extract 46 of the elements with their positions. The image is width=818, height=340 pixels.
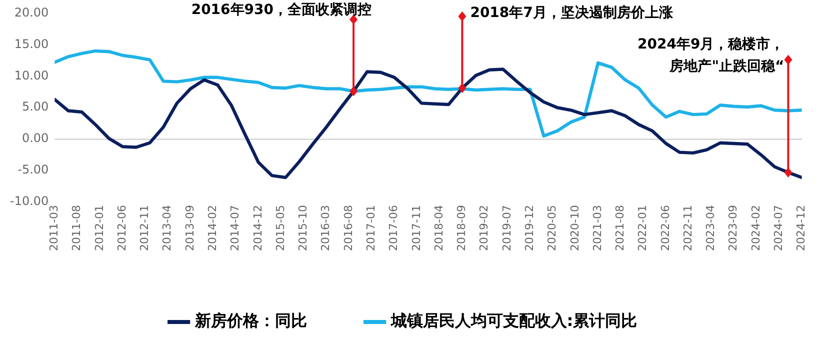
x-tick-label: 2011-03 — [48, 205, 61, 252]
x-tick-label: 2024-02 — [749, 205, 762, 252]
x-tick-label: 2014-07 — [228, 205, 242, 252]
y-tick-label: 0.00 — [22, 131, 49, 146]
x-tick-label: 2014-12 — [251, 205, 264, 252]
y-tick-label: 5.00 — [22, 100, 49, 114]
x-tick-label: 2013-09 — [183, 205, 196, 252]
x-tick-label: 2022-11 — [681, 205, 694, 252]
x-tick-label: 2023-09 — [726, 205, 740, 252]
y-tick-label: -10.00 — [10, 194, 49, 208]
x-tick-label: 2017-01 — [364, 205, 378, 252]
x-tick-label: 2016-03 — [319, 205, 332, 252]
x-tick-label: 2023-04 — [704, 205, 718, 252]
x-tick-label: 2019-02 — [478, 205, 491, 252]
y-tick-label: -5.00 — [18, 162, 49, 177]
x-tick-label: 2018-09 — [455, 205, 468, 252]
x-tick-label: 2012-01 — [92, 205, 106, 252]
x-tick-label: 2019-12 — [522, 205, 536, 252]
annotation: 2018年7月，坚决遏制房价上涨 — [470, 4, 674, 21]
y-tick-label: 10.00 — [14, 68, 49, 82]
legend-label: 城镇居民人均可支配收入:累计同比 — [390, 311, 638, 330]
x-tick-label: 2018-04 — [432, 205, 446, 252]
annotation: 2016年930，全面收紧调控 — [191, 2, 372, 18]
x-tick-label: 2012-11 — [138, 205, 152, 252]
x-tick-label: 2024-12 — [794, 205, 808, 252]
y-tick-label: 15.00 — [14, 36, 49, 51]
x-tick-label: 2024-07 — [772, 205, 786, 252]
x-tick-label: 2017-06 — [387, 205, 400, 252]
x-tick-label: 2013-04 — [160, 205, 174, 252]
x-tick-label: 2014-02 — [206, 205, 220, 252]
y-tick-label: 20.00 — [14, 5, 49, 20]
x-tick-label: 2012-06 — [115, 205, 128, 252]
x-tick-label: 2017-11 — [410, 205, 423, 252]
x-tick-label: 2021-03 — [590, 205, 604, 252]
annotation: 2024年9月，稳楼市，房地产"止跌回稳“ — [637, 35, 784, 74]
legend-label: 新房价格：同比 — [194, 311, 307, 330]
x-tick-label: 2020-05 — [546, 205, 559, 252]
x-tick-label: 2015-10 — [296, 205, 310, 252]
x-tick-label: 2015-05 — [274, 205, 287, 252]
x-tick-label: 2022-06 — [658, 205, 672, 252]
x-tick-label: 2019-07 — [500, 205, 514, 252]
x-tick-label: 2022-01 — [636, 205, 650, 252]
x-tick-label: 2020-10 — [568, 205, 582, 252]
x-tick-label: 2011-08 — [70, 205, 84, 252]
x-tick-label: 2016-08 — [342, 205, 355, 252]
x-tick-label: 2021-08 — [614, 205, 627, 252]
